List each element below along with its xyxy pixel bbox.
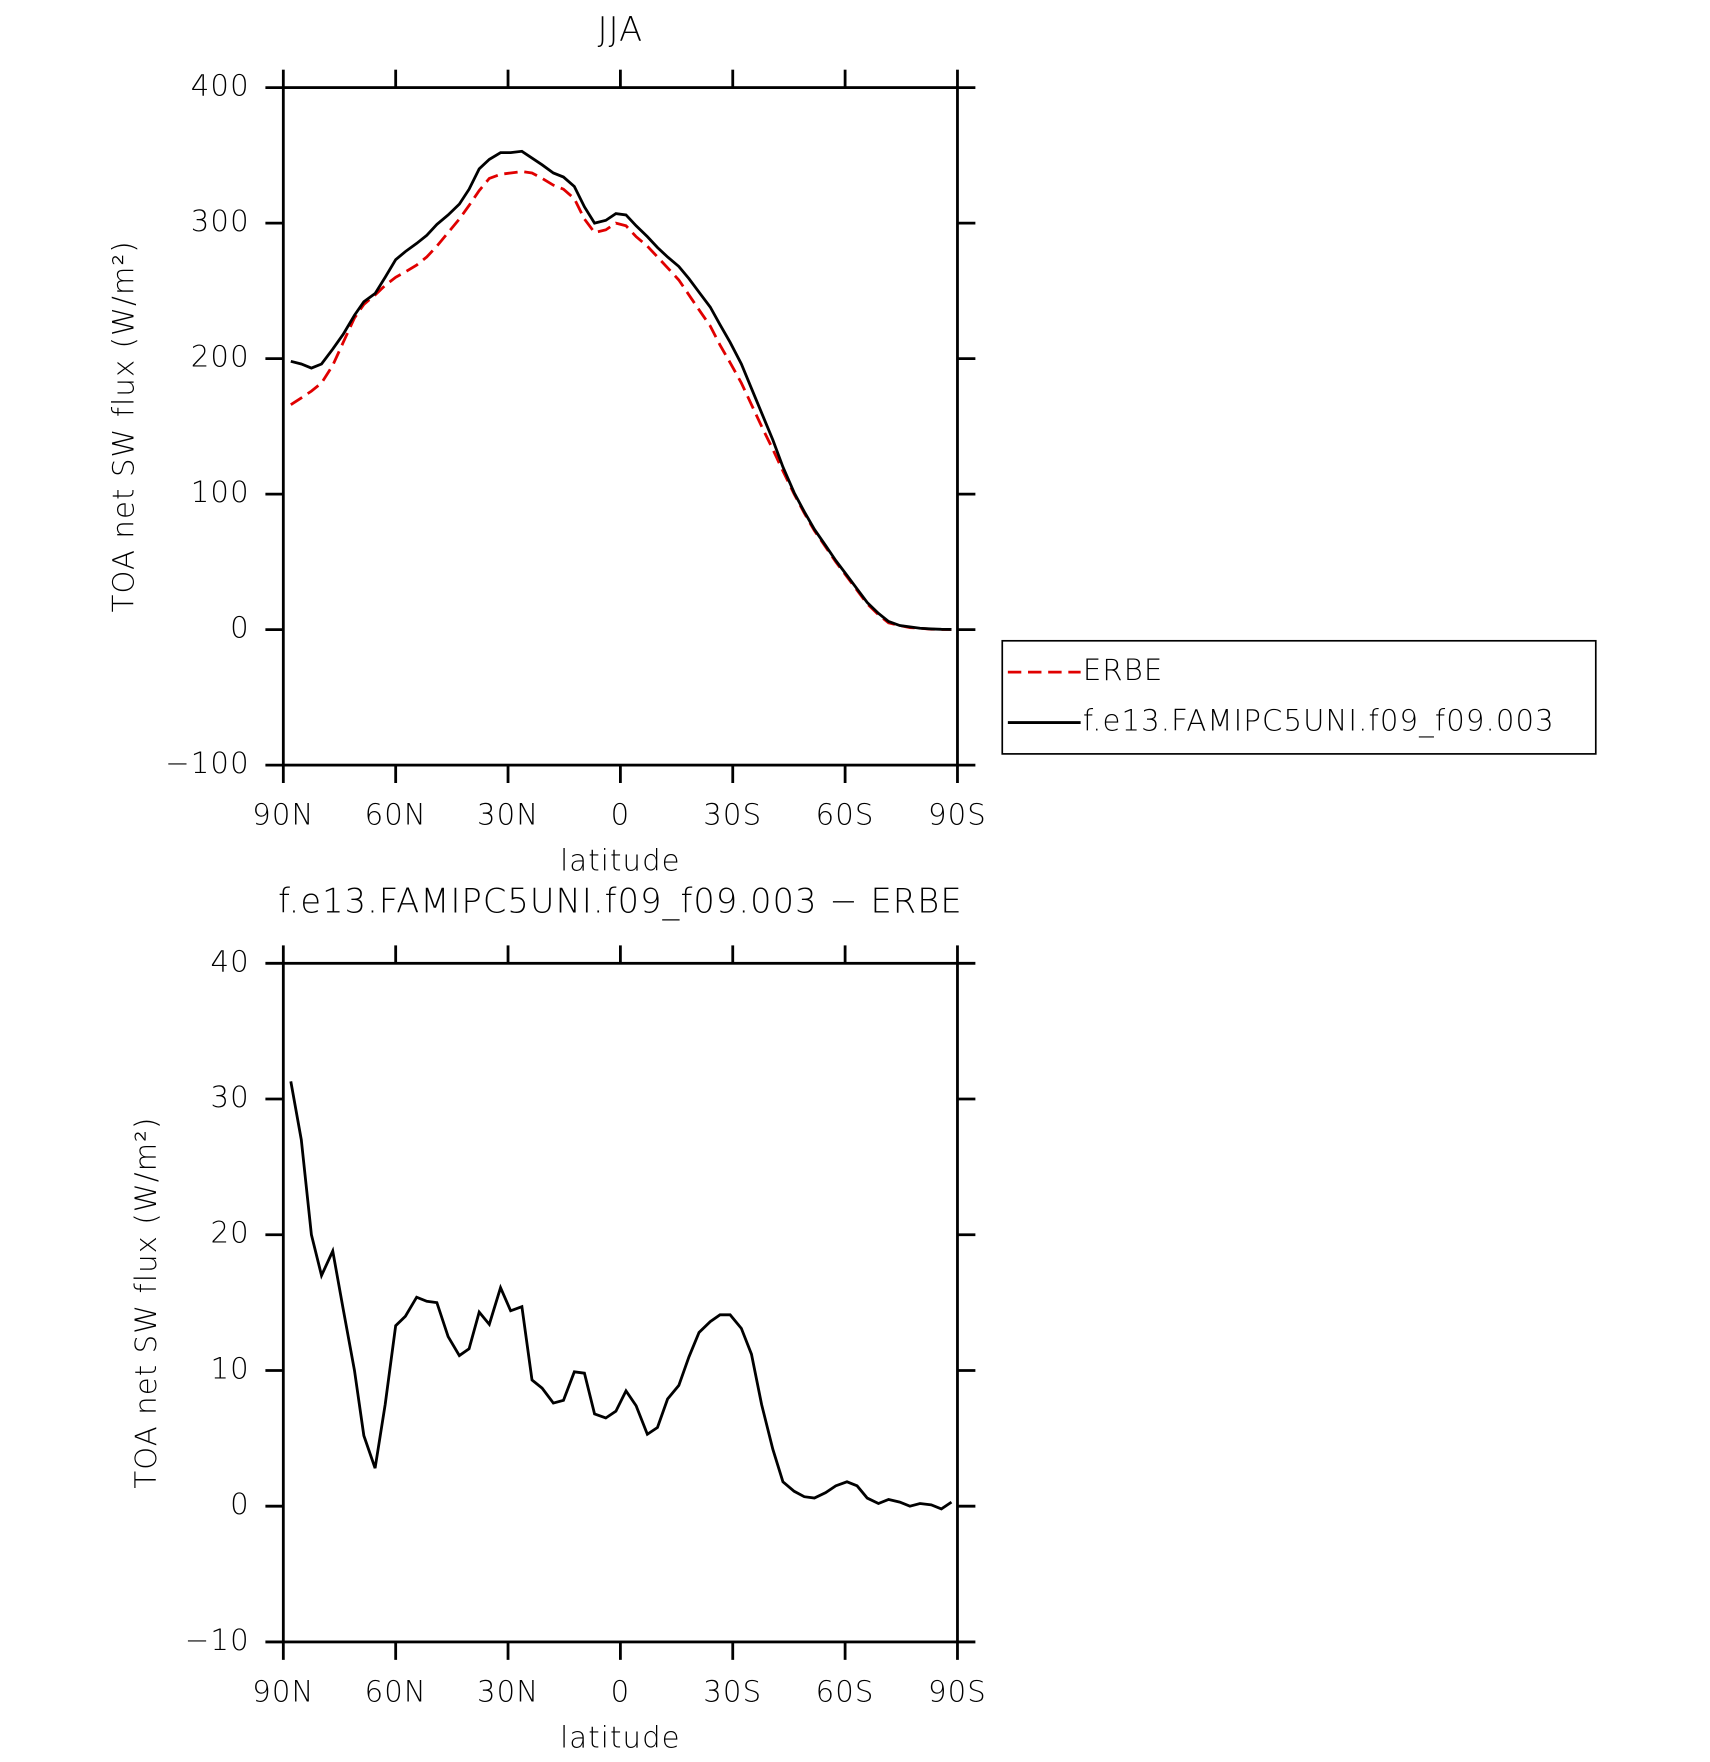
legend-box: [1001, 639, 1597, 755]
y-tick-label: 0: [230, 1487, 250, 1521]
y-tick-label: 400: [191, 69, 250, 103]
data-line: [290, 170, 952, 631]
y-axis-label: TOA net SW flux (W/m²): [129, 1117, 163, 1489]
y-tick-label: 20: [210, 1216, 249, 1250]
y-tick-label: 0: [230, 611, 250, 645]
y-tick-label: −100: [165, 746, 249, 780]
x-tick-label: 0: [611, 798, 631, 832]
y-axis-label: TOA net SW flux (W/m²): [106, 240, 140, 612]
x-tick-label: 90S: [928, 1674, 987, 1708]
x-tick-label: 90S: [928, 798, 987, 832]
y-tick-label: 40: [210, 944, 249, 978]
x-axis-label: latitude: [560, 844, 681, 878]
x-tick-label: 60S: [816, 798, 875, 832]
x-axis-label: latitude: [560, 1720, 681, 1754]
plot-frame: [281, 86, 959, 767]
y-tick-label: 100: [191, 475, 250, 509]
legend-label: f.e13.FAMIPC5UNI.f09_f09.003: [1083, 704, 1555, 739]
y-tick-label: 30: [210, 1080, 249, 1114]
y-tick-label: −10: [185, 1623, 250, 1657]
data-line: [290, 149, 952, 631]
y-tick-label: 10: [210, 1351, 249, 1385]
x-tick-label: 60S: [816, 1674, 875, 1708]
chart-title: f.e13.FAMIPC5UNI.f09_f09.003 − ERBE: [278, 881, 963, 921]
x-tick-label: 90N: [252, 1674, 314, 1708]
data-line: [289, 1081, 953, 1511]
chart-title: JJA: [598, 10, 644, 49]
legend-label: ERBE: [1083, 653, 1164, 687]
x-tick-label: 30S: [703, 1674, 762, 1708]
plot-frame: [281, 961, 959, 1644]
y-tick-label: 200: [191, 340, 250, 374]
x-tick-label: 60N: [365, 798, 427, 832]
y-tick-label: 300: [191, 204, 250, 238]
x-tick-label: 60N: [365, 1674, 427, 1708]
x-tick-label: 30N: [477, 798, 539, 832]
x-tick-label: 0: [611, 1674, 631, 1708]
x-tick-label: 30S: [703, 798, 762, 832]
x-tick-label: 30N: [477, 1674, 539, 1708]
x-tick-label: 90N: [252, 798, 314, 832]
